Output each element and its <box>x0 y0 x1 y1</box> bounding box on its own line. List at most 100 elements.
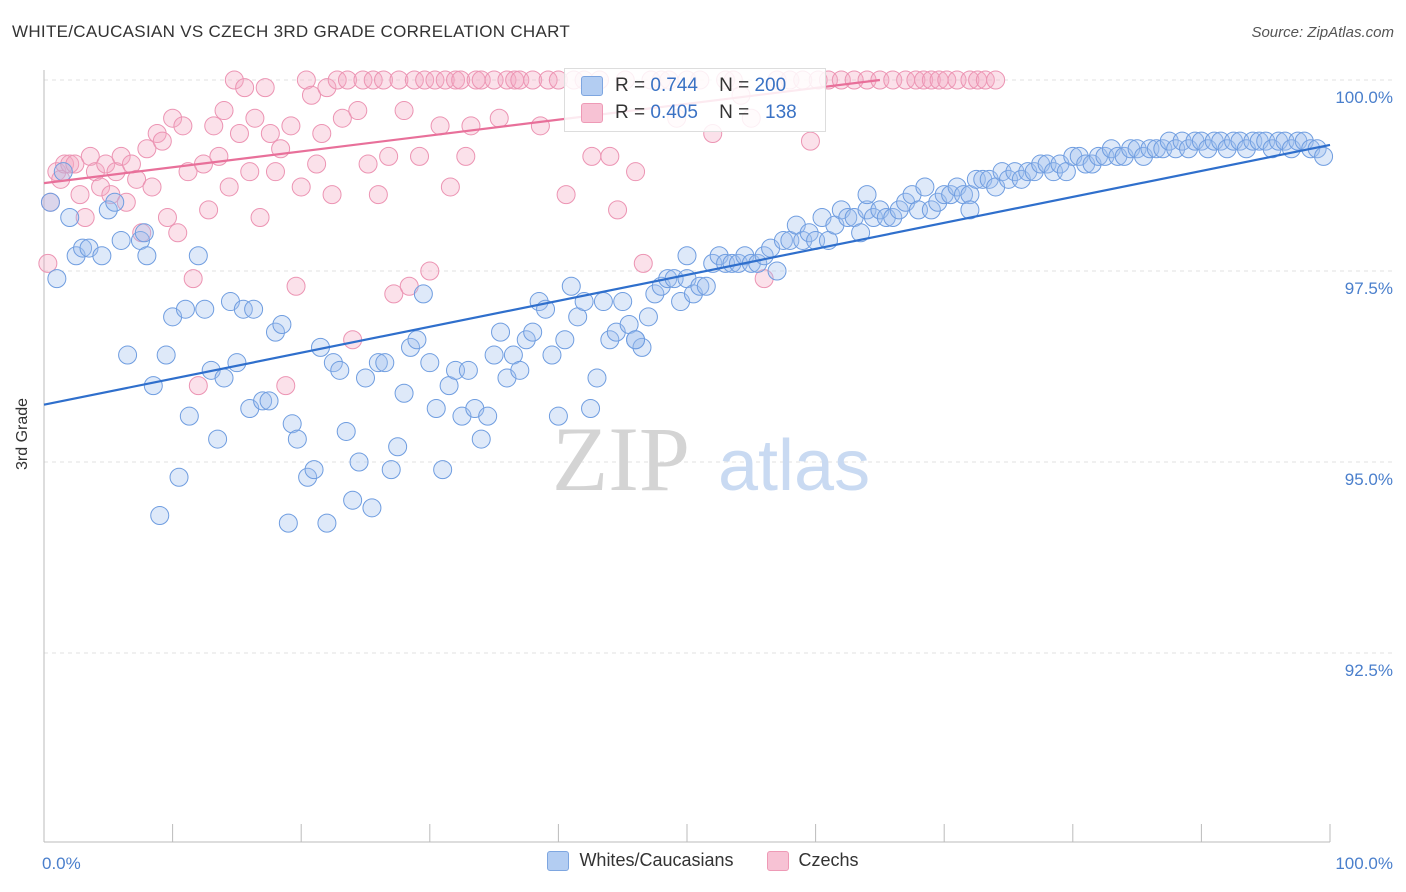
czechs-point <box>91 177 111 197</box>
whites-point <box>356 368 375 388</box>
whites-point <box>413 284 433 304</box>
whites-point <box>317 513 337 533</box>
czechs-point <box>425 70 445 90</box>
chart-title: WHITE/CAUCASIAN VS CZECH 3RD GRADE CORRE… <box>12 22 571 41</box>
legend-item-whites[interactable]: Whites/Caucasians <box>547 850 734 872</box>
whites-point <box>491 322 511 342</box>
whites-point <box>98 200 118 220</box>
czechs-point <box>173 116 193 136</box>
x-tick-label: 0.0% <box>42 854 81 873</box>
whites-point <box>915 177 935 197</box>
whites-point <box>600 330 620 350</box>
czechs-point <box>975 70 995 90</box>
czechs-point <box>96 154 116 174</box>
whites-point <box>407 330 427 350</box>
series-legend: Whites/Caucasians Czechs <box>0 850 1406 872</box>
czechs-point <box>556 185 576 205</box>
whites-point <box>253 391 273 411</box>
whites-point <box>851 223 871 243</box>
whites-point <box>677 246 697 266</box>
czechs-point <box>229 123 249 143</box>
czechs-point <box>800 131 820 151</box>
czechs-point <box>404 70 424 90</box>
whites-point <box>188 246 208 266</box>
whites-point <box>349 452 369 472</box>
whites-point <box>323 353 343 373</box>
whites-point <box>561 276 581 296</box>
whites-point <box>394 383 414 403</box>
whites-point <box>857 185 877 205</box>
whites-point <box>150 505 170 525</box>
whites-point <box>420 353 440 373</box>
watermark-zip: ZIP <box>552 408 690 510</box>
whites-point <box>626 330 646 350</box>
whites-point <box>587 368 607 388</box>
whites-point <box>523 322 543 342</box>
whites-point <box>208 429 228 449</box>
czechs-point <box>255 78 275 98</box>
whites-point <box>593 292 613 312</box>
whites-point <box>510 360 530 380</box>
czechs-point <box>80 146 100 166</box>
czechs-point <box>530 116 550 136</box>
whites-point <box>227 353 247 373</box>
whites-point <box>883 208 903 228</box>
whites-point <box>118 345 138 365</box>
czechs-point <box>183 269 203 289</box>
whites-point <box>343 490 363 510</box>
n-label: N = <box>719 75 750 96</box>
czechs-point <box>296 70 316 90</box>
whites-point <box>47 269 67 289</box>
czechs-point <box>317 78 337 98</box>
r-label: R = <box>615 75 646 96</box>
czechs-point <box>368 185 388 205</box>
czechs-point <box>312 123 332 143</box>
czechs-point <box>65 154 85 174</box>
czechs-point <box>106 162 126 182</box>
czechs-point <box>260 123 280 143</box>
whites-point <box>53 162 73 182</box>
czechs-point <box>358 154 378 174</box>
czechs-point <box>394 101 414 121</box>
whites-r-value: 0.744 <box>650 75 698 96</box>
r-label: R = <box>615 102 646 123</box>
whites-point <box>272 314 292 334</box>
whites-trend-line <box>43 143 1331 406</box>
whites-point <box>613 292 633 312</box>
whites-point <box>960 200 980 220</box>
czechs-point <box>137 139 157 159</box>
whites-point <box>40 192 60 212</box>
czechs-point <box>116 192 136 212</box>
czechs-point <box>600 146 620 166</box>
whites-point <box>156 345 176 365</box>
whites-point <box>478 406 498 426</box>
whites-point <box>195 299 215 319</box>
source-label: Source: ZipAtlas.com <box>1251 24 1394 41</box>
czechs-point <box>111 146 131 166</box>
czechs-point <box>235 78 255 98</box>
czechs-point <box>245 108 265 128</box>
czechs-point <box>265 162 285 182</box>
whites-point <box>143 376 163 396</box>
whites-point <box>638 307 658 327</box>
whites-point <box>381 460 401 480</box>
legend-row-czechs: R = 0.405 N = 138 <box>581 102 797 128</box>
whites-point <box>889 200 909 220</box>
whites-swatch-icon <box>547 851 570 872</box>
whites-point <box>244 299 264 319</box>
watermark: ZIP atlas <box>552 408 870 510</box>
legend-item-czechs[interactable]: Czechs <box>766 850 859 872</box>
whites-point <box>362 498 382 518</box>
whites-point <box>542 345 562 365</box>
whites-points <box>40 131 1334 533</box>
czechs-point <box>60 154 80 174</box>
czechs-point <box>633 253 653 273</box>
whites-point <box>169 467 189 487</box>
whites-point <box>921 200 941 220</box>
czechs-point <box>322 185 342 205</box>
czechs-point <box>301 85 321 105</box>
whites-point <box>632 337 652 357</box>
czechs-point <box>281 116 301 136</box>
whites-point <box>233 299 253 319</box>
czechs-point <box>582 146 602 166</box>
